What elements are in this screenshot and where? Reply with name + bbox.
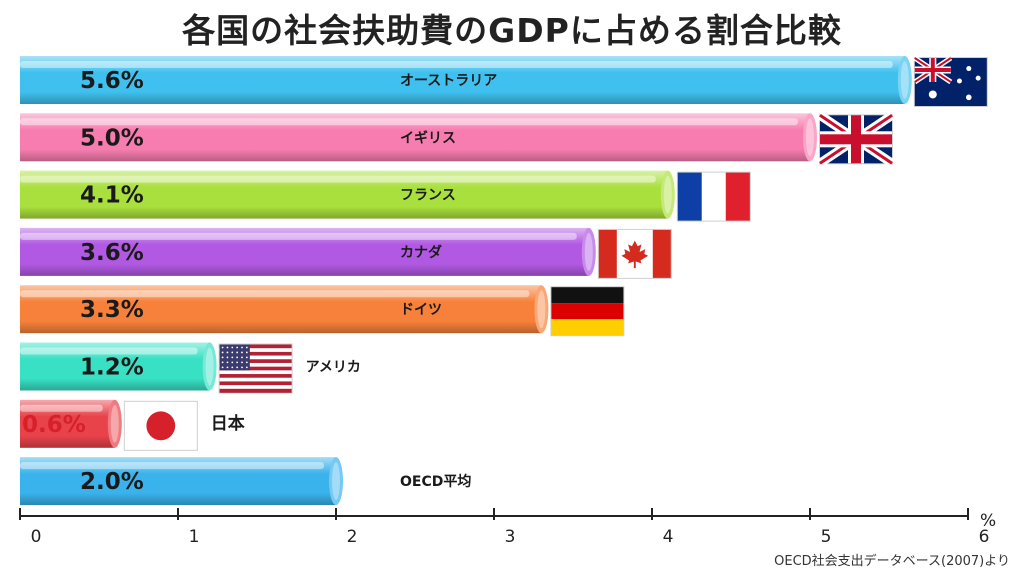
- x-tick-label: 3: [505, 527, 516, 547]
- country-label: アメリカ: [306, 360, 361, 376]
- x-tick-label: 5: [821, 527, 832, 547]
- bar-body: [20, 56, 905, 104]
- germany-flag-icon: [550, 286, 625, 337]
- bar-highlight: [20, 347, 198, 355]
- bar-body: [20, 399, 115, 448]
- france-flag-icon: [676, 171, 751, 222]
- country-label: ドイツ: [400, 302, 442, 318]
- bar-body: [20, 170, 668, 219]
- country-label: フランス: [400, 188, 456, 204]
- value-label: 0.6%: [22, 412, 86, 438]
- bar-1: [20, 113, 817, 162]
- bar-body: [20, 342, 210, 391]
- bar-body: [20, 113, 810, 162]
- source-note: OECD社会支出データベース(2007)より: [774, 554, 1010, 569]
- bar-highlight: [20, 462, 324, 470]
- bar-highlight: [20, 404, 103, 412]
- value-label: 3.3%: [80, 297, 144, 323]
- country-label: カナダ: [400, 244, 442, 261]
- bar-body: [20, 285, 542, 334]
- value-label: 2.0%: [80, 469, 144, 495]
- bar-7: [20, 457, 343, 506]
- x-tick-label: 0: [31, 527, 42, 547]
- canada-flag-icon: [597, 228, 672, 279]
- country-label: OECD平均: [400, 473, 471, 490]
- bar-highlight: [20, 290, 530, 298]
- value-label: 5.6%: [80, 68, 144, 94]
- japan-flag-icon: [123, 400, 198, 451]
- value-label: 3.6%: [80, 240, 144, 266]
- value-label: 5.0%: [80, 125, 144, 151]
- chart-title: 各国の社会扶助費のGDPに占める割合比較: [182, 11, 842, 50]
- bar-body: [20, 227, 589, 276]
- uk-flag-icon: [817, 111, 895, 168]
- bar-highlight: [20, 175, 656, 183]
- bar-highlight: [20, 61, 893, 68]
- usa-flag-icon: [218, 343, 293, 394]
- bar-highlight: [20, 118, 798, 126]
- australia-flag-icon: [913, 55, 988, 107]
- x-axis-unit: %: [980, 511, 996, 531]
- bar-3: [20, 227, 596, 276]
- bar-highlight: [20, 232, 577, 240]
- x-tick-label: 4: [663, 527, 674, 547]
- bar-2: [20, 170, 675, 219]
- value-label: 1.2%: [80, 355, 144, 381]
- bar-5: [20, 342, 217, 391]
- bar-0: [20, 56, 912, 104]
- x-tick-label: 6: [979, 527, 990, 547]
- x-tick-label: 1: [189, 527, 200, 547]
- country-label: オーストラリア: [400, 73, 497, 89]
- bar-4: [20, 285, 549, 334]
- bar-body: [20, 457, 336, 506]
- country-label: イギリス: [400, 129, 456, 146]
- bar-6: [20, 399, 122, 448]
- x-tick-label: 2: [347, 527, 358, 547]
- country-label: 日本: [211, 413, 245, 434]
- value-label: 4.1%: [80, 183, 144, 209]
